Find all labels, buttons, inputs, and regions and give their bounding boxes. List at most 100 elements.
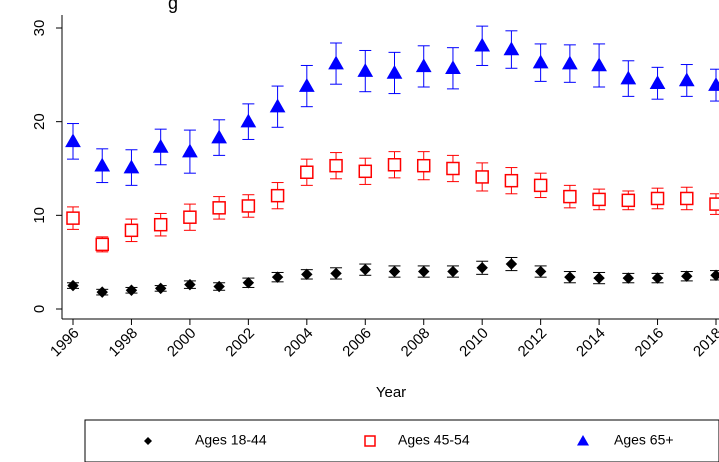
data-point-2008: [418, 265, 430, 278]
x-tick-label-2000: 2000: [164, 325, 200, 361]
data-point-2011: [505, 258, 518, 270]
data-point-2017: [678, 72, 695, 87]
x-axis-title: Year: [376, 384, 406, 401]
legend-label: Ages 45-54: [398, 432, 470, 448]
data-point-2014: [591, 57, 607, 72]
data-point-2015: [622, 272, 635, 284]
series-ages-65-: [65, 25, 719, 186]
data-point-2007: [387, 158, 402, 172]
x-tick-label-2002: 2002: [222, 325, 258, 361]
data-point-2007: [388, 265, 401, 278]
data-point-2003: [271, 271, 284, 283]
data-point-2008: [416, 158, 431, 173]
data-point-1999: [152, 138, 169, 153]
data-point-1997: [96, 286, 108, 298]
data-point-2001: [212, 201, 226, 215]
data-point-2002: [241, 199, 256, 213]
data-point-2000: [182, 143, 198, 158]
data-point-2015: [620, 70, 637, 85]
data-point-2018: [708, 77, 719, 91]
data-point-2014: [592, 192, 606, 207]
x-tick-label-2016: 2016: [632, 325, 668, 361]
x-tick-label-2004: 2004: [281, 325, 317, 361]
data-point-2001: [213, 280, 225, 293]
x-tick-label-1996: 1996: [47, 325, 83, 361]
legend-label: Ages 65+: [614, 432, 674, 448]
data-point-2018: [709, 197, 719, 211]
series-ages-18-44: [67, 256, 719, 298]
legend-item-ages-45-54: Ages 45-54: [364, 432, 470, 448]
y-tick-label-10: 10: [31, 207, 48, 224]
data-point-2004: [301, 268, 313, 281]
x-tick-label-2018: 2018: [690, 325, 719, 361]
data-point-2011: [504, 173, 519, 188]
data-point-2010: [474, 37, 491, 52]
x-tick-label-2014: 2014: [573, 325, 609, 361]
data-point-2017: [680, 191, 694, 206]
data-point-2017: [681, 270, 693, 282]
data-point-2012: [534, 265, 547, 278]
data-point-2000: [183, 210, 197, 224]
data-point-1996: [65, 133, 81, 148]
data-point-2016: [649, 75, 666, 90]
data-point-1999: [154, 282, 167, 295]
data-point-2013: [563, 189, 577, 204]
data-point-2006: [357, 63, 374, 77]
data-point-2001: [211, 129, 227, 144]
data-point-2006: [359, 263, 371, 276]
data-point-1999: [153, 217, 168, 232]
legend-item-ages-65-: Ages 65+: [577, 432, 674, 448]
data-point-2004: [300, 165, 314, 179]
data-point-2005: [330, 267, 342, 280]
data-point-2009: [447, 265, 459, 278]
x-tick-label-2010: 2010: [456, 325, 492, 361]
data-point-1997: [95, 237, 109, 252]
data-point-2009: [445, 60, 461, 75]
legend-item-ages-18-44: Ages 18-44: [144, 432, 267, 448]
x-tick-label-2008: 2008: [398, 325, 434, 361]
data-point-2002: [240, 113, 257, 128]
x-tick-label-2012: 2012: [515, 325, 551, 361]
legend-box: [84, 419, 719, 462]
data-point-1998: [125, 284, 138, 296]
data-point-1998: [124, 223, 139, 238]
x-tick-label-2006: 2006: [339, 325, 375, 361]
data-point-2002: [242, 277, 255, 289]
data-point-2006: [358, 164, 373, 179]
data-point-1996: [66, 211, 80, 225]
legend-marker: [364, 435, 376, 447]
data-point-2000: [184, 278, 196, 291]
data-point-2003: [270, 188, 285, 203]
data-point-2014: [593, 272, 605, 284]
y-tick-label-0: 0: [31, 305, 48, 313]
data-point-2013: [562, 55, 578, 70]
data-point-2007: [386, 64, 403, 79]
title-fragment: g: [168, 0, 178, 13]
data-point-2012: [533, 178, 548, 193]
data-point-2010: [476, 262, 488, 274]
data-point-2013: [564, 271, 576, 283]
legend-label: Ages 18-44: [195, 432, 267, 448]
data-point-2008: [415, 58, 432, 73]
legend-marker: [577, 435, 589, 446]
series-ages-45-54: [66, 151, 719, 253]
data-point-2018: [710, 269, 719, 281]
data-point-2004: [298, 78, 315, 92]
data-point-2005: [329, 158, 343, 173]
data-point-1997: [94, 157, 111, 172]
data-point-2010: [475, 170, 489, 184]
x-ticks: 1996 1998 2000 2002 2004 2006 2008 2010 2012 2014…: [47, 319, 719, 360]
legend-marker: [144, 437, 152, 445]
legend: Ages 18-44 Ages 45-54 Ages 65+: [84, 419, 719, 462]
data-point-1998: [123, 159, 140, 174]
x-tick-label-1998: 1998: [105, 325, 141, 361]
series-layer: [65, 25, 719, 298]
data-point-1996: [67, 279, 79, 292]
data-point-2016: [651, 272, 664, 284]
data-point-2003: [269, 98, 286, 113]
y-tick-label-30: 30: [31, 20, 48, 37]
data-point-2009: [446, 161, 460, 176]
y-ticks: 0 10 20 30: [31, 20, 62, 313]
data-point-2012: [532, 54, 549, 69]
